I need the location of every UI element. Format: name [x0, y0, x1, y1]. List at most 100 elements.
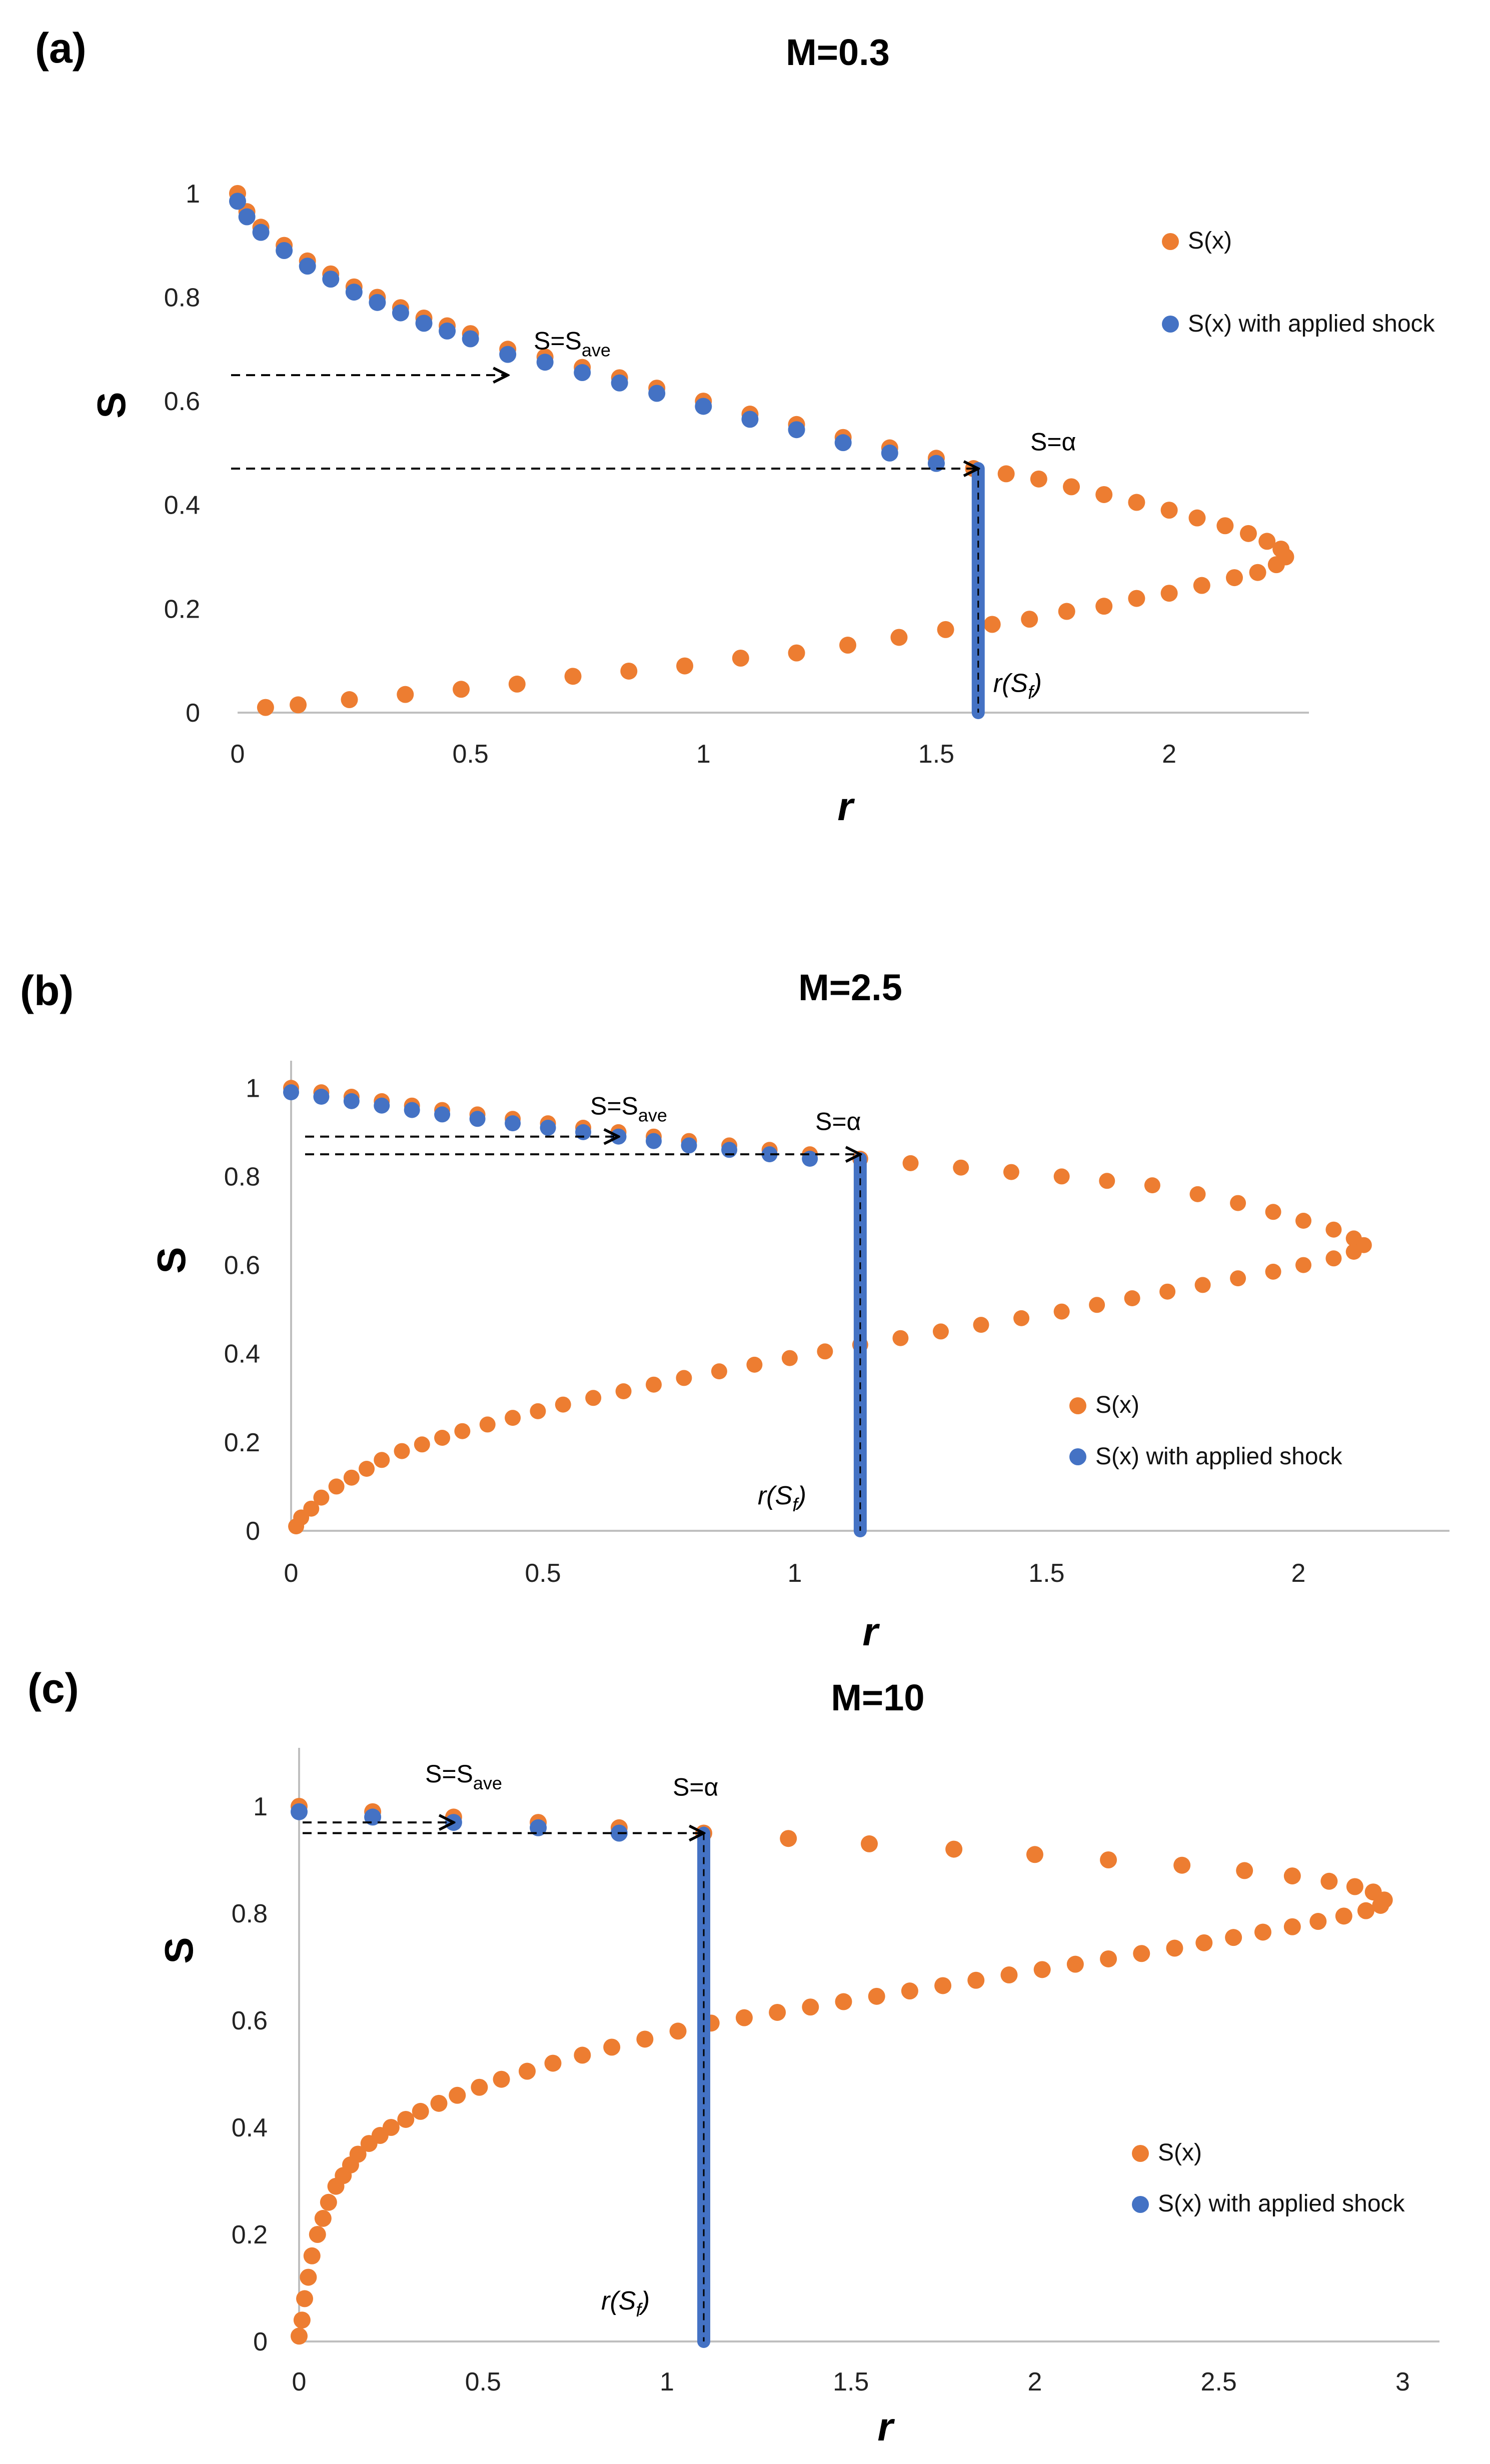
legend-marker-sx	[1069, 1397, 1086, 1414]
data-point	[1249, 564, 1266, 581]
x-tick-label: 2	[1291, 1559, 1305, 1588]
data-point	[530, 1403, 546, 1419]
x-tick-label: 1.5	[918, 740, 954, 769]
data-point	[238, 208, 256, 226]
data-point	[997, 465, 1015, 483]
data-point	[299, 258, 316, 275]
series-shock	[229, 193, 985, 719]
data-point	[364, 1808, 382, 1826]
annotation-r-sf: r(Sf)	[993, 669, 1042, 703]
data-point	[711, 1363, 727, 1380]
data-point	[499, 346, 517, 363]
annotation-s-alpha: S=α	[815, 1107, 861, 1135]
legend-label-shock: S(x) with applied shock	[1095, 1443, 1343, 1470]
y-tick-label: 0.8	[232, 1899, 268, 1928]
data-point	[735, 2009, 753, 2026]
chart-title: M=2.5	[798, 967, 902, 1008]
y-tick-label: 0.4	[232, 2113, 268, 2142]
y-tick-label: 1	[246, 1074, 260, 1103]
y-tick-label: 1	[186, 180, 200, 209]
panel-c: (c) M=10 S r S(x) S(x) with applied shoc…	[28, 1665, 1405, 2449]
x-axis-label: r	[862, 1609, 880, 1654]
legend-label-sx: S(x)	[1188, 228, 1232, 254]
data-point	[1195, 1934, 1213, 1951]
y-tick-label: 0.8	[224, 1162, 260, 1191]
x-tick-label: 1	[660, 2367, 674, 2396]
data-point	[536, 354, 554, 371]
data-point	[555, 1396, 571, 1413]
y-tick-label: 0.2	[224, 1428, 260, 1457]
data-point	[1216, 517, 1234, 535]
data-point	[1265, 1204, 1281, 1220]
y-tick-label: 1	[253, 1792, 268, 1821]
data-point	[1295, 1257, 1311, 1273]
data-point	[636, 2030, 654, 2048]
data-point	[1283, 1867, 1301, 1885]
data-point	[1100, 1851, 1117, 1868]
y-tick-label: 0	[246, 1517, 260, 1546]
data-point	[574, 364, 591, 381]
chart-title: M=10	[831, 1677, 924, 1718]
data-point	[479, 1416, 496, 1433]
data-point	[769, 2003, 786, 2021]
data-point	[1066, 1955, 1084, 1973]
data-point	[303, 2247, 321, 2264]
data-point	[293, 2311, 311, 2329]
data-point	[1325, 1250, 1342, 1267]
y-axis-label: S	[149, 1247, 194, 1273]
data-point	[761, 1146, 778, 1163]
data-point	[721, 1142, 738, 1158]
x-tick-label: 2	[1162, 740, 1176, 769]
data-point	[1160, 502, 1178, 519]
data-point	[1100, 1950, 1117, 1967]
plot-area-3: 0 0.5 1 1.5 2 2.5 3 0 0.2 0.4 0.6 0.8 1 S=Save S=α r(Sf…	[232, 1748, 1439, 2396]
data-point	[564, 668, 582, 685]
data-point	[505, 1115, 521, 1132]
series-sx	[291, 1798, 1393, 2345]
data-point	[902, 1155, 919, 1171]
data-point	[603, 2038, 621, 2056]
data-point	[681, 1137, 697, 1154]
data-point	[1357, 1902, 1374, 1919]
data-point	[1144, 1177, 1160, 1194]
data-point	[1099, 1173, 1115, 1189]
data-point	[945, 1840, 963, 1858]
panel-b: (b) M=2.5 S r S(x) S(x) with applied sho…	[20, 967, 1343, 1654]
data-point	[257, 699, 274, 716]
data-point	[802, 1151, 818, 1167]
data-point	[283, 1084, 299, 1101]
data-point	[620, 662, 638, 680]
legend-marker-shock	[1162, 316, 1179, 333]
data-point	[1283, 1918, 1301, 1935]
legend-marker-shock	[1132, 2196, 1149, 2213]
data-point	[540, 1120, 556, 1136]
x-tick-label: 0	[231, 740, 245, 769]
data-point	[937, 621, 954, 638]
data-point	[839, 637, 857, 654]
y-axis-label: S	[89, 392, 134, 418]
data-point	[788, 421, 805, 439]
data-point	[415, 315, 433, 332]
data-point	[434, 1106, 451, 1123]
panel-label: (c)	[28, 1665, 79, 1712]
data-point	[1013, 1310, 1030, 1326]
data-point	[229, 193, 246, 210]
data-point	[574, 2046, 591, 2064]
legend-label-shock: S(x) with applied shock	[1158, 2190, 1405, 2217]
data-point	[412, 2102, 429, 2120]
data-point	[1053, 1168, 1070, 1185]
data-point	[575, 1124, 592, 1140]
data-point	[901, 1982, 918, 2000]
data-point	[434, 1430, 451, 1446]
data-point	[404, 1102, 420, 1118]
legend-marker-sx	[1162, 233, 1179, 250]
data-point	[1160, 585, 1178, 602]
data-point	[1053, 1303, 1070, 1320]
data-point	[615, 1383, 632, 1399]
data-point	[508, 675, 526, 693]
data-point	[291, 2327, 308, 2345]
data-point	[676, 1370, 692, 1386]
data-point	[439, 322, 456, 340]
panel-label: (a)	[35, 25, 87, 72]
data-point	[973, 1317, 989, 1333]
